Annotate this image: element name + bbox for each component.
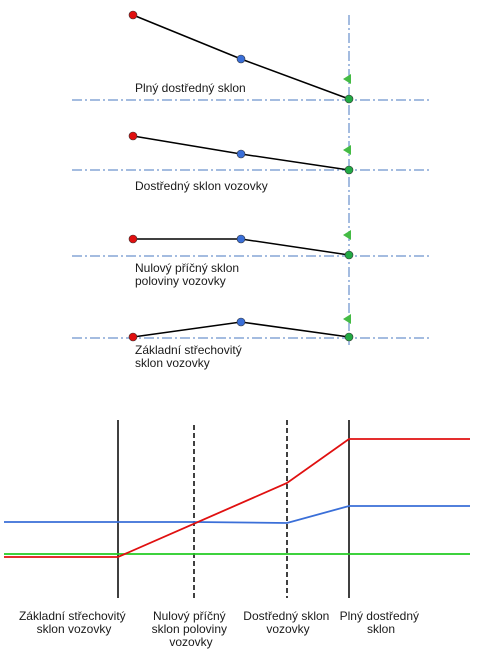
blue-point (236, 317, 246, 327)
red-point (128, 10, 138, 20)
green-point (344, 250, 354, 260)
flag-icon (343, 145, 351, 155)
blue-point (236, 54, 246, 64)
diagram-label: Plný dostředný sklon (135, 81, 246, 95)
red-point (128, 234, 138, 244)
flag-icon (343, 74, 351, 84)
diagram-label: Dostředný sklon vozovky (135, 179, 268, 193)
red-point (128, 332, 138, 342)
transition-profile (4, 420, 470, 598)
blue-point (236, 234, 246, 244)
diagram-label: Základní střechovitý sklon vozovky (135, 343, 245, 370)
bottom-label-full-superelevation: Plný dostředný sklon (340, 609, 423, 636)
green-point (344, 332, 354, 342)
diagram-label: Nulový příčný sklon poloviny vozovky (135, 261, 242, 288)
red-point (128, 131, 138, 141)
flag-icon (343, 314, 351, 324)
cross-section-zero-slope-half: Nulový příčný sklon poloviny vozovky (72, 230, 432, 288)
blue-center-line (4, 505, 470, 524)
bottom-label-basic-crown: Základní střechovitý sklon vozovky (19, 609, 129, 636)
bottom-label-zero-slope: Nulový příčný sklon poloviny vozovky (152, 609, 231, 649)
red-edge-line (4, 438, 470, 558)
green-point (344, 165, 354, 175)
cross-section-full-superelevation: Plný dostředný sklon (72, 10, 432, 104)
blue-point (236, 149, 246, 159)
bottom-label-road-superelevation: Dostředný sklon vozovky (243, 609, 332, 636)
cross-section-road-superelevation: Dostředný sklon vozovky (72, 131, 432, 193)
green-point (344, 94, 354, 104)
cross-section-basic-crown: Základní střechovitý sklon vozovky (72, 314, 432, 370)
flag-icon (343, 230, 351, 240)
